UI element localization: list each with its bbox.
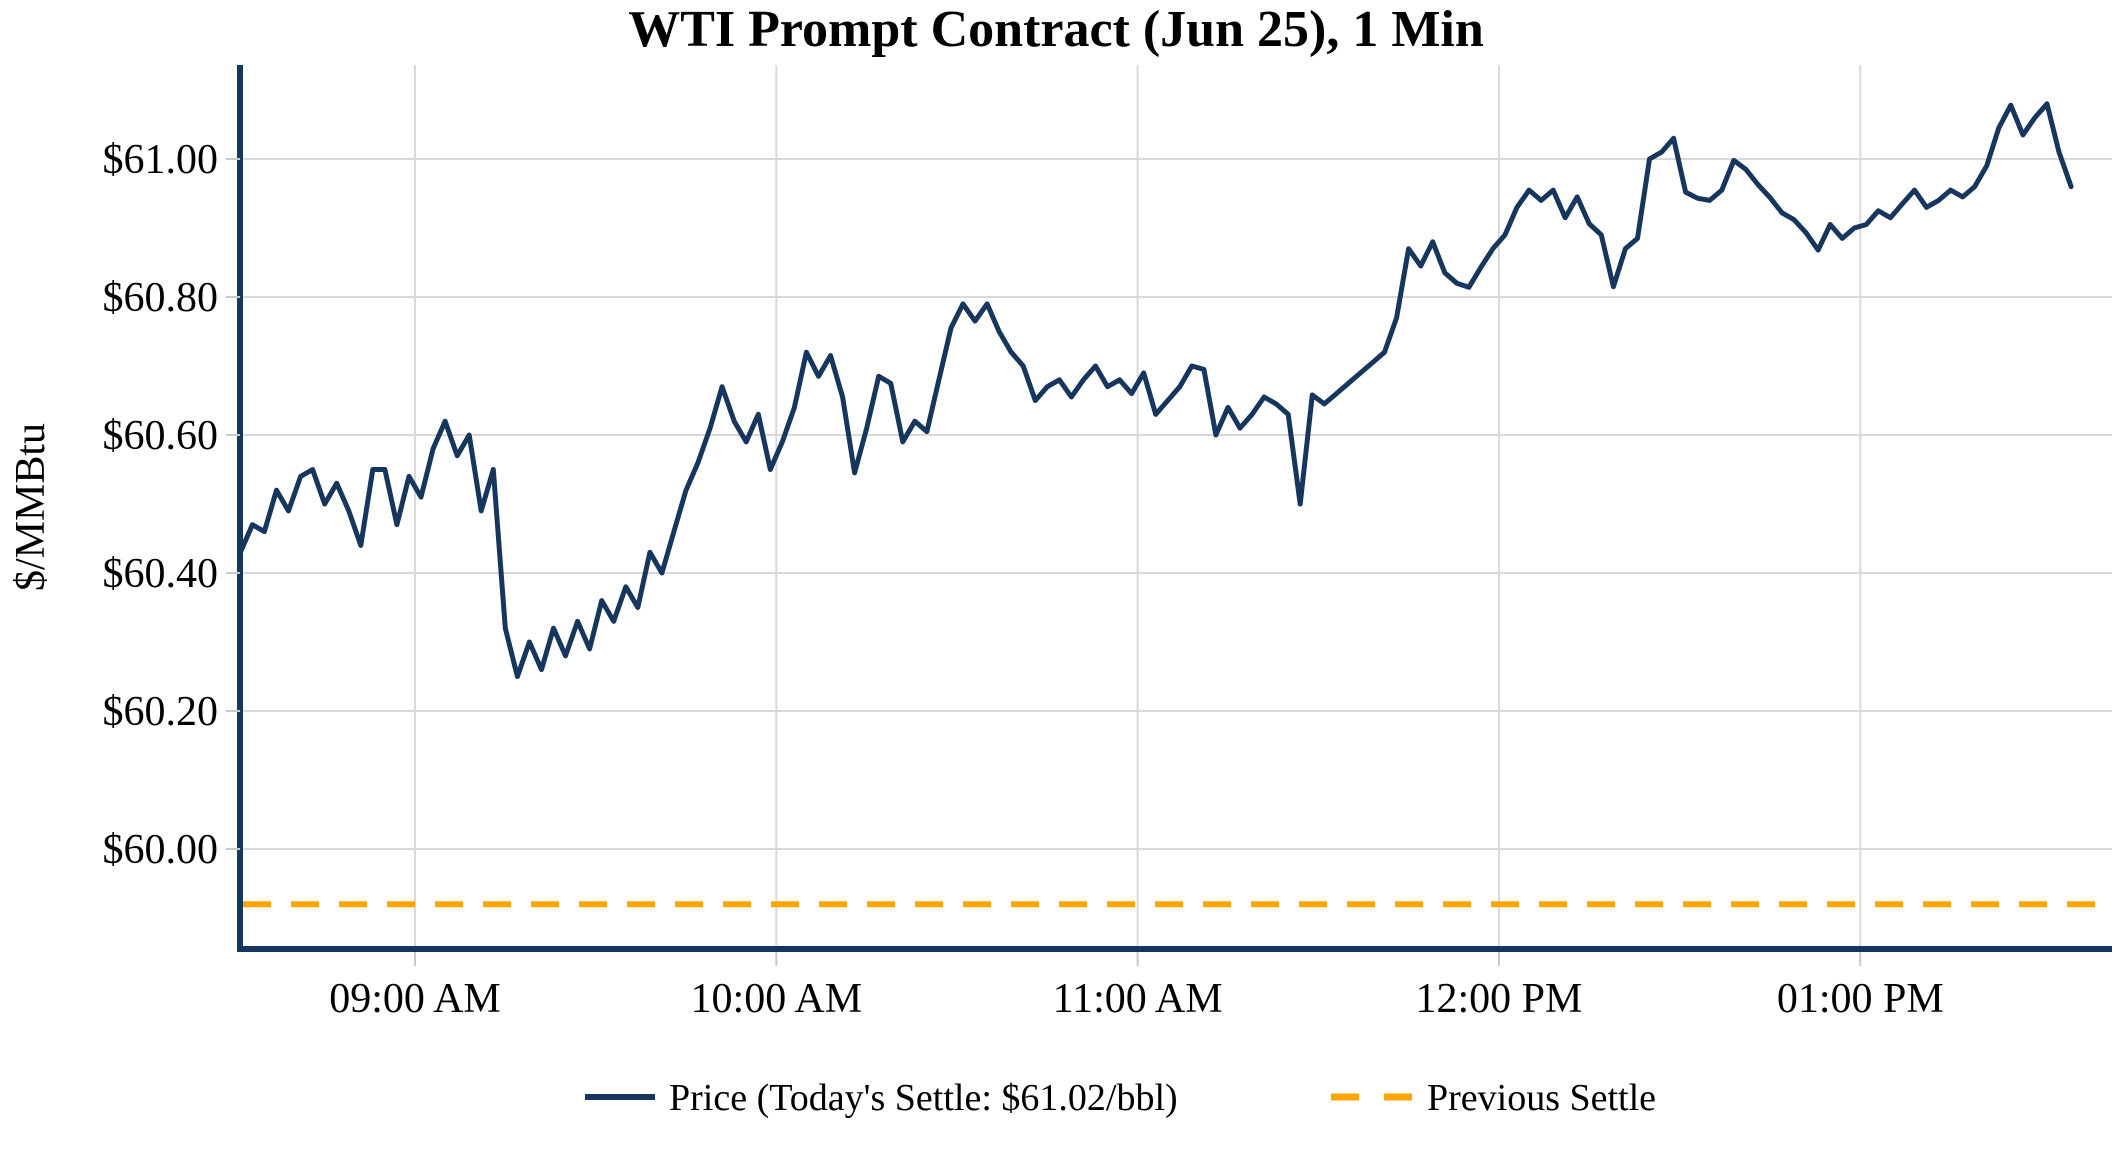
axis-spines (237, 65, 2112, 952)
y-tick-label: $60.00 (103, 827, 219, 873)
price-line-series (237, 101, 2074, 679)
y-tick-label: $60.20 (103, 689, 219, 735)
price-polyline (237, 101, 2074, 679)
y-tick-label: $60.40 (103, 551, 219, 597)
axis-ticks (226, 158, 1862, 966)
x-tick-label: 10:00 AM (691, 976, 863, 1022)
axis-tick-labels: $61.00 $60.80 $60.60 $60.40 $60.20 $60.00 09:0… (103, 137, 1944, 1022)
y-tick-label: $60.80 (103, 275, 219, 321)
chart-title: WTI Prompt Contract (Jun 25), 1 Min (628, 1, 1484, 58)
legend-previous-settle-label: Previous Settle (1427, 1077, 1656, 1119)
x-tick-label: 12:00 PM (1416, 976, 1583, 1022)
x-tick-label: 09:00 AM (329, 976, 501, 1022)
y-tick-label: $61.00 (103, 137, 219, 183)
y-tick-label: $60.60 (103, 413, 219, 459)
legend: Price (Today's Settle: $61.02/bbl) Previ… (585, 1077, 1656, 1119)
gridlines (240, 65, 2112, 949)
y-axis-label: $/MMBtu (8, 423, 54, 591)
legend-price-label: Price (Today's Settle: $61.02/bbl) (669, 1077, 1178, 1119)
x-tick-label: 01:00 PM (1777, 976, 1944, 1022)
x-tick-label: 11:00 AM (1053, 976, 1223, 1022)
